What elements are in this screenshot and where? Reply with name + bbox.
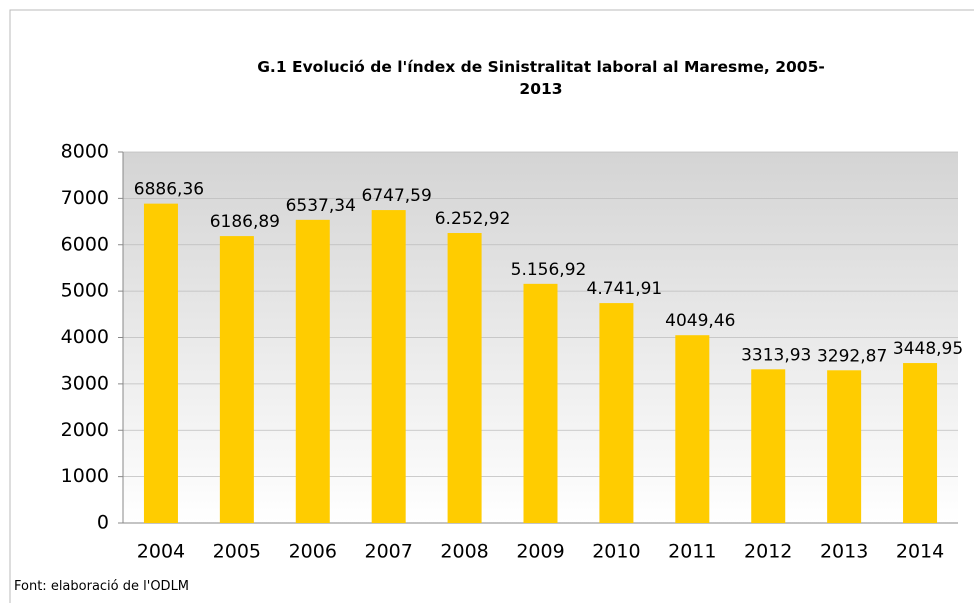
x-tick-label: 2013 — [820, 541, 868, 563]
data-label: 6537,34 — [286, 196, 356, 216]
bar — [295, 219, 330, 523]
bar — [447, 233, 482, 524]
bar — [675, 335, 710, 523]
data-label: 4.741,91 — [587, 279, 663, 299]
data-label: 5.156,92 — [511, 260, 587, 280]
bar — [143, 203, 178, 523]
x-tick-label: 2008 — [440, 541, 488, 563]
data-label: 6747,59 — [362, 186, 432, 206]
bar — [751, 369, 786, 523]
y-tick-label: 1000 — [61, 465, 109, 487]
frame — [9, 9, 974, 603]
x-tick-label: 2006 — [289, 541, 337, 563]
x-tick-label: 2011 — [668, 541, 716, 563]
bar — [903, 363, 938, 523]
source-note: Font: elaboració de l'ODLM — [14, 579, 190, 594]
x-tick-label: 2009 — [516, 541, 564, 563]
y-tick-label: 3000 — [61, 372, 109, 394]
chart-title: G.1 Evolució de l'índex de Sinistralitat… — [257, 58, 825, 98]
bar — [599, 303, 634, 523]
y-tick-label: 0 — [97, 512, 109, 534]
bar — [371, 210, 406, 524]
y-tick-label: 6000 — [61, 233, 109, 255]
data-label: 3313,93 — [741, 345, 811, 365]
y-tick-label: 2000 — [61, 419, 109, 441]
y-tick-label: 7000 — [61, 187, 109, 209]
bar — [827, 370, 862, 523]
x-tick-label: 2014 — [896, 541, 944, 563]
y-tick-label: 4000 — [61, 326, 109, 348]
x-tick-label: 2012 — [744, 541, 792, 563]
data-label: 6.252,92 — [435, 209, 511, 229]
y-tick-label: 8000 — [61, 141, 109, 163]
bar — [219, 236, 254, 523]
data-label: 4049,46 — [665, 311, 735, 331]
x-tick-label: 2010 — [592, 541, 640, 563]
data-label: 6886,36 — [134, 180, 204, 200]
bar — [523, 283, 558, 523]
x-tick-label: 2004 — [137, 541, 185, 563]
x-tick-label: 2005 — [213, 541, 261, 563]
y-tick-label: 5000 — [61, 280, 109, 302]
data-label: 3448,95 — [893, 339, 963, 359]
data-label: 3292,87 — [817, 346, 887, 366]
data-label: 6186,89 — [210, 212, 280, 232]
x-tick-label: 2007 — [365, 541, 413, 563]
